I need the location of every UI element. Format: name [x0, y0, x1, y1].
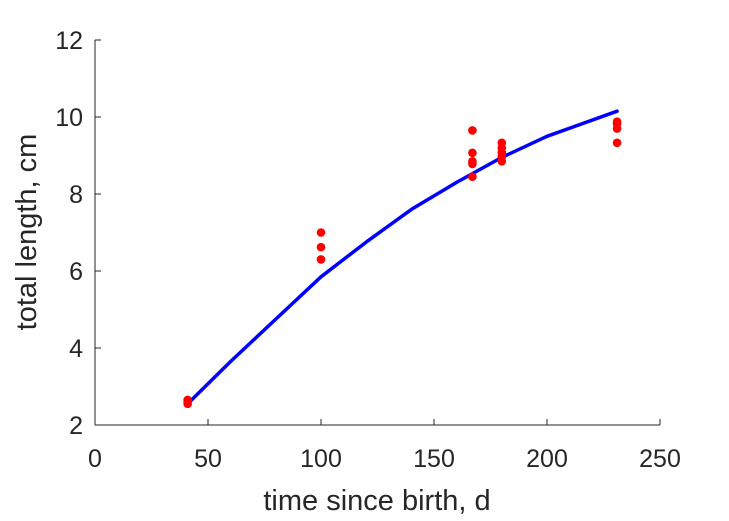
data-point — [497, 156, 507, 166]
y-tick-label: 4 — [69, 335, 83, 363]
fit-lines — [185, 109, 619, 406]
fit-curve — [185, 109, 619, 406]
x-tick-label: 250 — [639, 445, 681, 473]
data-points — [183, 117, 622, 409]
x-axis-label: time since birth, d — [263, 485, 490, 517]
y-tick-label: 8 — [69, 181, 83, 209]
x-tick-label: 150 — [413, 445, 455, 473]
x-tick-label: 50 — [194, 445, 222, 473]
y-tick-label: 12 — [55, 27, 83, 55]
y-axis-label: total length, cm — [11, 134, 43, 331]
data-point — [468, 148, 477, 158]
data-point — [316, 255, 326, 264]
data-point — [468, 126, 477, 135]
data-point — [316, 228, 326, 237]
x-ticks: 0 50 100 150 200 250 — [88, 419, 681, 473]
y-tick-label: 10 — [55, 104, 83, 132]
data-point — [468, 159, 477, 169]
x-tick-label: 100 — [300, 445, 342, 473]
data-point — [468, 172, 477, 181]
axes — [94, 40, 660, 426]
x-tick-label: 200 — [526, 445, 568, 473]
x-tick-label: 0 — [88, 445, 102, 473]
y-tick-label: 2 — [69, 412, 83, 440]
data-point — [612, 138, 622, 148]
y-ticks: 2 4 6 8 10 12 — [55, 27, 101, 440]
y-tick-label: 6 — [69, 258, 83, 286]
data-point — [612, 124, 622, 133]
data-point — [316, 242, 326, 252]
data-point — [183, 399, 192, 409]
